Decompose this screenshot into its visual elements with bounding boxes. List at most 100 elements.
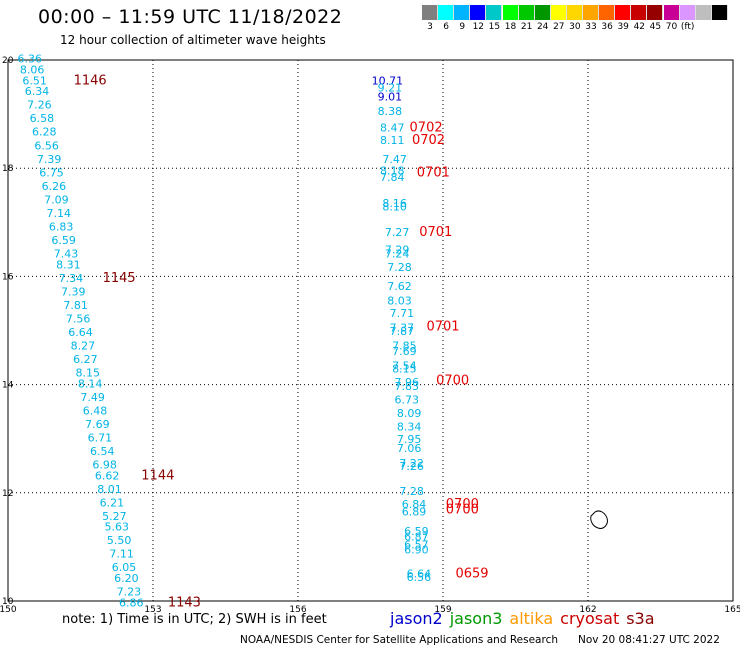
colorbar-label: 21: [520, 22, 533, 32]
chart-marks: 6.368.066.516.347.266.586.286.567.396.75…: [18, 53, 489, 611]
swh-value: 8.10: [382, 200, 407, 213]
satellite-legend-item: cryosat: [560, 609, 620, 628]
swh-value: 6.57: [404, 539, 429, 552]
colorbar-label: 6: [443, 22, 449, 32]
time-label: 0702: [410, 120, 443, 135]
colorbar-swatch: [679, 5, 696, 20]
time-label: 1146: [74, 73, 107, 88]
time-label: 0700: [446, 497, 479, 512]
swh-value: 7.23: [117, 586, 142, 599]
swh-value: 7.81: [63, 299, 88, 312]
swh-value: 7.06: [397, 442, 422, 455]
swh-value: 8.27: [71, 339, 96, 352]
colorbar-swatch: [518, 5, 535, 20]
swh-value: 8.03: [387, 295, 412, 308]
colorbar-swatch: [711, 5, 728, 20]
colorbar-label: 24: [536, 22, 549, 32]
y-tick-label: 12: [2, 489, 13, 499]
colorbar-label: 15: [488, 22, 501, 32]
swh-value: 7.22: [399, 457, 424, 470]
swh-value: 6.86: [119, 596, 144, 609]
y-tick-label: 10: [2, 597, 14, 607]
swh-value: 5.50: [107, 534, 132, 547]
swh-value: 6.51: [22, 74, 47, 87]
swh-value: 6.21: [100, 496, 125, 509]
swh-value: 6.27: [73, 353, 98, 366]
colorbar-swatch: [486, 5, 503, 20]
swh-value: 9.21: [378, 81, 403, 94]
chart-subtitle: 12 hour collection of altimeter wave hei…: [60, 33, 326, 47]
swh-value: 6.71: [88, 431, 113, 444]
colorbar-swatch: [438, 5, 455, 20]
swh-value: 7.95: [397, 433, 422, 446]
swh-value: 7.69: [392, 345, 417, 358]
swh-value: 5.63: [105, 521, 130, 534]
colorbar-swatch: [663, 5, 680, 20]
swh-value: 6.20: [114, 572, 139, 585]
satellite-legend: jason2 jason3 altika cryosat s3a: [390, 609, 662, 628]
swh-value: 6.36: [18, 53, 43, 66]
swh-value: 6.34: [25, 85, 50, 98]
colorbar-label: 3: [427, 22, 433, 32]
swh-value: 7.37: [390, 322, 415, 335]
time-label: 0659: [455, 567, 488, 582]
swh-value: 7.28: [387, 261, 412, 274]
swh-value: 7.34: [59, 272, 84, 285]
satellite-legend-item: altika: [509, 609, 554, 628]
swh-value: 8.38: [378, 105, 403, 118]
swh-value: 8.16: [382, 197, 407, 210]
y-tick-label: 16: [2, 272, 14, 282]
swh-value: 10.71: [372, 74, 404, 87]
swh-value: 7.43: [54, 247, 79, 260]
colorbar-swatch: [422, 5, 439, 20]
swh-value: 6.64: [68, 326, 93, 339]
swh-value: 6.73: [395, 394, 420, 407]
swh-value: 6.26: [42, 180, 67, 193]
swh-value: 7.69: [85, 418, 110, 431]
colorbar-label: 9: [459, 22, 466, 32]
swh-value: 6.62: [95, 469, 120, 482]
swh-value: 8.18: [380, 165, 405, 178]
swh-value: 7.11: [109, 548, 134, 561]
y-tick-label: 20: [2, 56, 14, 66]
colorbar-label: 18: [504, 22, 517, 32]
time-label: 0700: [446, 502, 479, 517]
time-label: 0701: [426, 320, 459, 335]
swh-value: 7.29: [385, 244, 410, 257]
time-label: 0701: [419, 225, 452, 240]
swh-value: 7.56: [66, 312, 91, 325]
swh-value: 7.84: [380, 171, 405, 184]
swh-value: 7.62: [387, 280, 412, 293]
footer-note: note: 1) Time is in UTC; 2) SWH is in fe…: [62, 612, 327, 627]
colorbar-swatch: [550, 5, 567, 20]
swh-value: 6.98: [92, 458, 117, 471]
colorbar-label: 45: [649, 22, 662, 32]
swh-value: 7.14: [47, 207, 72, 220]
swh-value: 6.90: [404, 543, 429, 556]
swh-value: 8.14: [78, 377, 103, 390]
swh-value: 6.59: [51, 234, 76, 247]
swh-value: 6.54: [90, 445, 115, 458]
colorbar-label: 27: [553, 22, 565, 32]
swh-value: 8.09: [397, 407, 422, 420]
swh-value: 8.11: [380, 134, 405, 147]
swh-value: 6.56: [34, 139, 59, 152]
swh-value: 6.75: [39, 166, 64, 179]
swh-value: 8.15: [76, 366, 101, 379]
swh-value: 8.47: [380, 121, 405, 134]
plot-frame: [7, 59, 734, 602]
time-label: 1145: [103, 271, 136, 286]
colorbar-swatch: [470, 5, 487, 20]
x-tick-label: 156: [289, 605, 306, 615]
chart-title: 00:00 – 11:59 UTC 11/18/2022: [38, 6, 343, 28]
time-label: 1144: [141, 468, 174, 483]
swh-value: 6.89: [402, 506, 427, 519]
time-label: 1143: [168, 595, 201, 610]
colorbar-label: 30: [569, 22, 581, 32]
colorbar-label: 70: [665, 22, 678, 32]
colorbar-swatch: [599, 5, 616, 20]
swh-value: 8.01: [97, 483, 122, 496]
x-tick-label: 162: [579, 605, 596, 615]
colorbar-swatch: [615, 5, 632, 20]
